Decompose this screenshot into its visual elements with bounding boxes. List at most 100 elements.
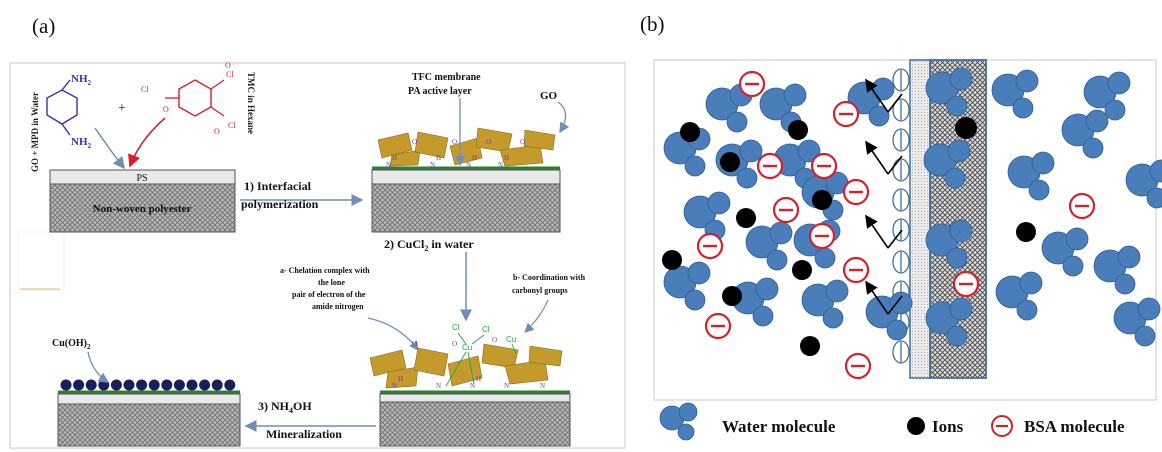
note-b: b- Coordination with carbonyl groups <box>512 273 586 295</box>
ion <box>812 190 832 210</box>
bsa-molecule <box>810 152 838 180</box>
tmc-arrow <box>128 117 166 168</box>
tmc-cl-1: Cl <box>141 85 149 94</box>
cuoh2-particle <box>173 379 185 391</box>
water-molecule <box>683 191 731 241</box>
stage1-support: PS Non-woven polyester <box>49 169 236 233</box>
tmc-side-label: TMC in Hexane <box>246 72 256 134</box>
go-arrow <box>557 101 570 134</box>
legend: Water molecule Ions BSA molecule <box>659 402 1125 441</box>
step3-label-line1: 3) NH4OH <box>258 399 312 415</box>
svg-text:Cu: Cu <box>506 335 516 344</box>
svg-text:H: H <box>472 154 477 162</box>
nonwoven-layer-3 <box>379 401 571 447</box>
water-molecule <box>865 291 913 341</box>
bsa-molecules <box>696 70 1096 380</box>
amide-bonds-2: N H N H N H N H O O O O <box>386 138 525 169</box>
svg-text:H: H <box>398 375 403 383</box>
rejection-arrow <box>865 78 903 113</box>
svg-text:Cl: Cl <box>452 323 460 332</box>
cuoh2-particle <box>224 379 236 391</box>
bsa-molecule <box>738 70 766 98</box>
svg-text:O: O <box>412 138 417 146</box>
panel-b-diagram: Water molecule Ions BSA molecule <box>653 59 1162 441</box>
ion <box>800 336 820 356</box>
panel-a-label: (a) <box>32 14 56 38</box>
legend-ions-label: Ions <box>932 417 964 436</box>
nonwoven-label: Non-woven polyester <box>93 203 192 215</box>
cuoh2-particle <box>60 379 72 391</box>
stage2-membrane: N H N H N H N H O O O O TFC membrane PA … <box>371 72 570 233</box>
svg-text:O: O <box>520 138 525 146</box>
water-molecule <box>923 139 971 189</box>
ps-layer-4 <box>57 393 241 405</box>
pore <box>892 188 910 212</box>
panel-a-diagram: PS Non-woven polyester NH2 NH2 GO + MPD … <box>9 61 626 449</box>
pore <box>892 128 910 152</box>
ion <box>722 286 742 306</box>
svg-text:H: H <box>436 154 441 162</box>
svg-text:H: H <box>476 375 481 383</box>
mpd-nh2-bottom: NH2 <box>71 136 92 150</box>
tfc-label-line2: PA active layer <box>408 86 472 97</box>
water-molecule <box>1007 151 1055 201</box>
ps-layer-2 <box>371 169 561 185</box>
svg-text:N: N <box>436 382 441 390</box>
ion <box>1016 222 1036 242</box>
rejection-arrow <box>865 140 903 175</box>
legend-water-icon <box>659 402 698 441</box>
plus-sign: + <box>118 101 126 116</box>
mpd-nh2-top: NH2 <box>71 73 92 87</box>
svg-text:O: O <box>452 138 457 146</box>
svg-text:a- Chelation complex with: a- Chelation complex with <box>280 266 370 275</box>
bsa-molecule <box>832 100 860 128</box>
water-molecule <box>925 219 973 269</box>
water-molecule <box>801 279 849 329</box>
water-molecule <box>1083 71 1131 121</box>
tmc-molecule: Cl O Cl O Cl O <box>141 61 236 136</box>
bsa-molecule <box>952 270 980 298</box>
svg-text:O: O <box>452 340 457 348</box>
svg-text:N: N <box>498 161 503 169</box>
bsa-molecule <box>808 222 836 250</box>
svg-text:b- Coordination with: b- Coordination with <box>513 273 586 282</box>
water-molecule <box>759 83 807 133</box>
stage3-membrane: N H N N H N N O O O Cl Cl Cu Cu <box>369 323 571 447</box>
svg-text:O: O <box>412 340 417 348</box>
nonwoven-layer <box>49 183 236 233</box>
rejection-arrow <box>865 280 903 315</box>
svg-text:the lone: the lone <box>318 278 345 287</box>
ion <box>680 122 700 142</box>
svg-text:N: N <box>466 161 471 169</box>
water-molecule <box>663 261 711 311</box>
cuoh2-particle <box>110 379 122 391</box>
cuoh2-particle <box>211 379 223 391</box>
cuoh2-particle <box>161 379 173 391</box>
cuoh2-particle <box>148 379 160 391</box>
svg-text:N: N <box>392 382 397 390</box>
panel-b-label: (b) <box>640 12 665 36</box>
bsa-molecule <box>696 232 724 260</box>
tmc-o-2: O <box>225 61 231 70</box>
bsa-molecule <box>756 152 784 180</box>
nonwoven-layer-4 <box>57 403 241 447</box>
water-molecule <box>1093 245 1141 295</box>
water-molecule <box>925 297 973 347</box>
cuoh2-particle <box>136 379 148 391</box>
water-molecule <box>995 271 1043 321</box>
legend-bsa-icon <box>991 415 1013 437</box>
mpd-side-label: GO + MPD in Water <box>30 92 40 172</box>
ion <box>788 120 808 140</box>
membrane-pores <box>892 68 910 364</box>
pore <box>892 68 910 92</box>
cuoh2-particle <box>123 379 135 391</box>
step1-label-line1: 1) Interfacial <box>244 179 312 193</box>
mpd-arrow <box>94 127 125 170</box>
water-molecule <box>1061 109 1109 159</box>
go-sheets-3 <box>369 343 563 389</box>
pore <box>892 250 910 274</box>
bsa-molecule <box>704 312 732 340</box>
tfc-label-line1: TFC membrane <box>412 72 481 83</box>
cuoh2-label: Cu(OH)2 <box>52 338 91 351</box>
tmc-o-1: O <box>163 105 169 114</box>
